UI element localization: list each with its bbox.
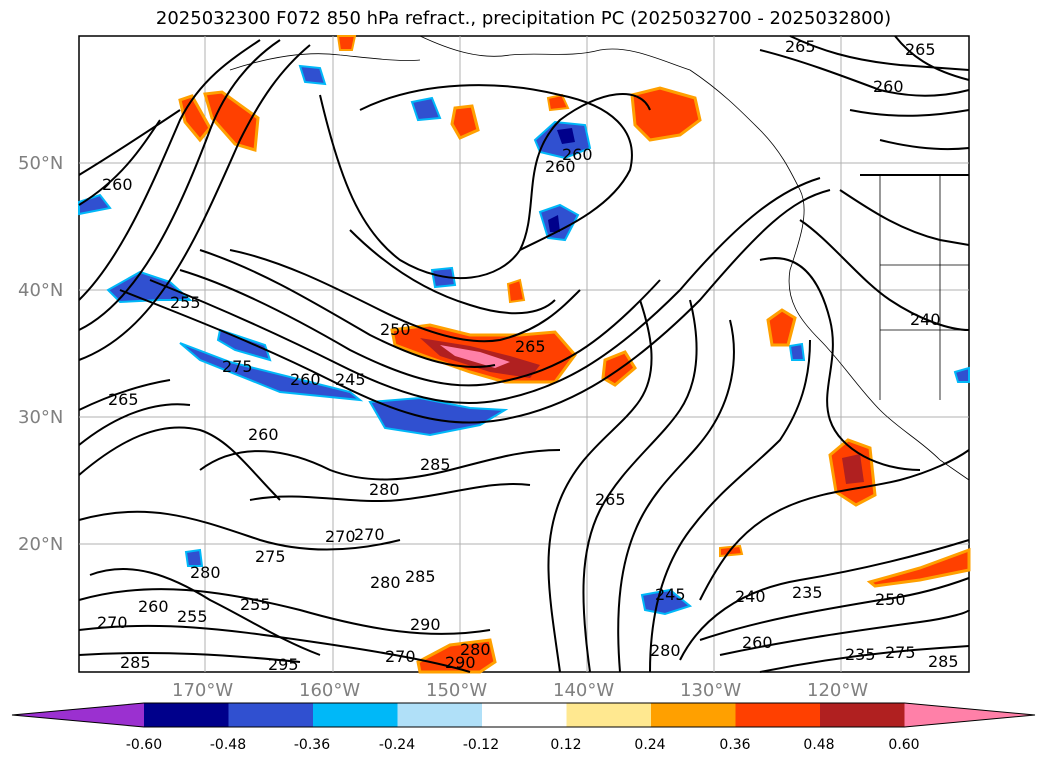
colorbar-bin [735, 703, 821, 727]
lat-label-50n: 50°N [18, 153, 64, 174]
contour-label: 285 [120, 653, 151, 672]
contour-label: 290 [410, 615, 441, 634]
lat-label-40n: 40°N [18, 280, 64, 301]
contour-labels: 265 2652602602602552502452602652652752602… [97, 37, 959, 674]
colorbar [11, 702, 1036, 728]
contour-label: 245 [655, 585, 686, 604]
contour-label: 260 [742, 633, 773, 652]
colorbar-bin [482, 703, 567, 727]
contour-label: 240 [735, 587, 766, 606]
contour-label: 235 [845, 645, 876, 664]
colorbar-bin [144, 703, 229, 727]
contour-label: 280 [369, 480, 400, 499]
contour-label: 265 [595, 490, 626, 509]
colorbar-tick: 0.24 [634, 737, 666, 753]
contour-label: 260 [873, 77, 904, 96]
contour-label: 270 [354, 525, 385, 544]
contour-label: 245 [335, 370, 366, 389]
colorbar-tick: 0.60 [888, 737, 920, 753]
contour-label: 275 [885, 643, 916, 662]
colorbar-tick: -0.36 [293, 737, 331, 753]
contour-label: 260 [248, 425, 279, 444]
contour-label: 270 [325, 527, 356, 546]
colorbar-bin [651, 703, 736, 727]
contour-label: 255 [177, 607, 208, 626]
lon-label-150w: 150°W [426, 680, 488, 701]
contour-label: 285 [420, 455, 451, 474]
lon-label-160w: 160°W [299, 680, 361, 701]
contour-label: 280 [370, 573, 401, 592]
contour-label: 240 [910, 310, 941, 329]
contour-label: 255 [170, 293, 201, 312]
contour-label: 265 [108, 390, 139, 409]
contour-label: 285 [928, 652, 959, 671]
colorbar-extend-high [904, 703, 1035, 727]
colorbar-tick: 0.12 [550, 737, 582, 753]
contour-label: 260 [562, 145, 593, 164]
map-title: 2025032300 F072 850 hPa refract., precip… [155, 8, 892, 29]
contour-label: 265 [905, 40, 936, 59]
colorbar-extend-low [12, 703, 144, 727]
contour-label: 260 [138, 597, 169, 616]
precipitation-shading [78, 35, 971, 674]
lat-label-20n: 20°N [18, 534, 64, 555]
contour-label: 260 [290, 370, 321, 389]
colorbar-bin [566, 703, 652, 727]
contour-label: 250 [380, 320, 411, 339]
refractivity-contours [78, 35, 970, 673]
lon-label-120w: 120°W [807, 680, 869, 701]
colorbar-outline [11, 702, 1036, 728]
contour-label: 280 [650, 641, 681, 660]
lon-label-140w: 140°W [553, 680, 615, 701]
colorbar-tick: 0.36 [719, 737, 751, 753]
contour-label: 270 [385, 647, 416, 666]
colorbar-tick: -0.48 [209, 737, 247, 753]
contour-label: 275 [255, 547, 286, 566]
contour-label: 260 [545, 157, 576, 176]
contour-label: 260 [102, 175, 133, 194]
contour-label: 275 [222, 357, 253, 376]
lat-label-30n: 30°N [18, 407, 64, 428]
colorbar-tick: -0.24 [378, 737, 416, 753]
contour-label: 290 [445, 653, 476, 672]
lon-label-130w: 130°W [680, 680, 742, 701]
contour-label: 295 [268, 655, 299, 674]
colorbar-tick: -0.12 [462, 737, 500, 753]
colorbar-bin [820, 703, 905, 727]
contour-label: 250 [875, 590, 906, 609]
colorbar-tick: 0.48 [803, 737, 835, 753]
contour-label: 270 [97, 613, 128, 632]
coastline [229, 35, 970, 481]
contour-label: 265 [515, 337, 546, 356]
contour-label: 285 [405, 567, 436, 586]
contour-label: 235 [792, 583, 823, 602]
lon-label-170w: 170°W [172, 680, 234, 701]
colorbar-bin [313, 703, 398, 727]
colorbar-bin [397, 703, 483, 727]
colorbar-bin [228, 703, 314, 727]
contour-label: 280 [460, 640, 491, 659]
contour-label: 280 [190, 563, 221, 582]
colorbar-tick: -0.60 [125, 737, 163, 753]
contour-label: 265 [785, 37, 816, 56]
contour-label: 255 [240, 595, 271, 614]
